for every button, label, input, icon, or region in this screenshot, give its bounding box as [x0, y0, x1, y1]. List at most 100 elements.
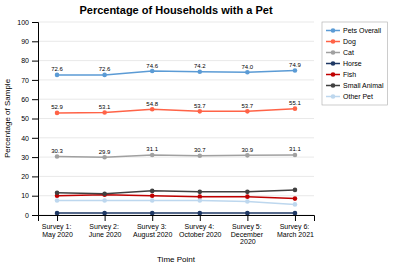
- grid-line: [38, 41, 314, 42]
- tick: 40: [21, 135, 38, 142]
- legend-marker: [331, 72, 336, 77]
- tick: Survey 2: June 2020: [89, 215, 122, 238]
- legend-marker: [331, 94, 336, 99]
- tick-label: 10: [21, 192, 29, 199]
- tick-label: 30: [21, 154, 29, 161]
- point: [150, 193, 155, 198]
- point: [245, 211, 250, 215]
- series: [55, 211, 298, 215]
- series-line: [57, 190, 295, 194]
- tick: 10: [21, 192, 38, 199]
- point: [293, 202, 298, 207]
- point: [102, 211, 107, 215]
- tick-label: Survey 3: August 2020: [133, 223, 172, 239]
- grid-line: [38, 118, 314, 119]
- tick-mark: [32, 196, 38, 197]
- grid-line: [38, 79, 314, 80]
- data-label: 74.2: [194, 63, 206, 69]
- point: [55, 211, 60, 215]
- tick: 0: [25, 212, 38, 219]
- data-label: 31.1: [146, 146, 158, 152]
- series: [55, 188, 298, 196]
- data-label: 53.7: [194, 103, 206, 109]
- tick: 30: [21, 154, 38, 161]
- tick-label-line: October 2020: [179, 231, 222, 238]
- series: [55, 153, 298, 160]
- tick-label: Survey 4: October 2020: [179, 223, 222, 238]
- series-group: [55, 68, 298, 215]
- tick: Survey 3: August 2020: [133, 215, 172, 239]
- point: [55, 198, 60, 203]
- data-label: 55.1: [289, 100, 301, 106]
- tick-label: Survey 6: March 2021: [277, 223, 314, 238]
- point: [293, 106, 298, 111]
- legend-label: Fish: [343, 71, 356, 78]
- legend-item: Small Animal: [326, 82, 384, 89]
- grid-line: [38, 22, 314, 23]
- point: [197, 190, 202, 195]
- point: [102, 110, 107, 115]
- data-label: 74.9: [289, 62, 301, 68]
- grid-line: [38, 99, 314, 100]
- point: [150, 107, 155, 112]
- tick-label: 100: [17, 19, 29, 26]
- data-label: 31.1: [289, 146, 301, 152]
- point: [55, 73, 60, 78]
- tick-label-line: August 2020: [133, 231, 172, 239]
- tick-label-line: 2020: [240, 238, 256, 245]
- legend-frame: [322, 22, 387, 105]
- data-label: 72.6: [99, 66, 111, 72]
- x-axis: Survey 1: May 2020 Survey 2: June 2020 Sur…: [39, 215, 315, 245]
- legend-marker: [331, 61, 336, 66]
- tick-mark: [32, 99, 38, 100]
- point: [293, 153, 298, 158]
- point: [102, 198, 107, 203]
- data-label: 30.9: [242, 147, 254, 153]
- legend-item: Pets Overall: [326, 27, 382, 34]
- point: [197, 153, 202, 158]
- series-line: [57, 201, 295, 205]
- tick-label: 60: [21, 96, 29, 103]
- tick-mark: [32, 157, 38, 158]
- data-label: 29.9: [99, 149, 111, 155]
- tick-mark: [57, 215, 58, 221]
- tick: Survey 5: December 2020: [231, 215, 265, 245]
- legend-label: Cat: [343, 49, 354, 56]
- tick: 100: [17, 19, 38, 26]
- data-label: 54.8: [146, 101, 158, 107]
- point: [55, 191, 60, 196]
- point: [293, 188, 298, 193]
- point: [293, 211, 298, 215]
- point: [197, 69, 202, 74]
- grid-line: [38, 176, 314, 177]
- axis-line: [39, 216, 315, 222]
- tick-mark: [295, 215, 296, 221]
- tick-mark: [105, 215, 106, 221]
- point: [55, 111, 60, 116]
- tick-mark: [32, 215, 38, 216]
- legend-label: Horse: [343, 60, 362, 67]
- point: [197, 109, 202, 114]
- tick-label: Survey 1: May 2020: [42, 223, 74, 239]
- tick-label: 70: [21, 77, 29, 84]
- point: [150, 153, 155, 158]
- chart: 0102030405060708090100Survey 1: May 2020…: [0, 0, 400, 267]
- data-label: 30.3: [51, 148, 63, 154]
- series: [55, 198, 298, 206]
- series-line: [57, 155, 295, 157]
- point: [245, 109, 250, 114]
- point: [293, 196, 298, 201]
- tick-mark: [32, 80, 38, 81]
- data-label: 52.9: [51, 104, 63, 110]
- tick: Survey 6: March 2021: [277, 215, 314, 238]
- tick-label: 20: [21, 173, 29, 180]
- grid-line: [38, 60, 314, 61]
- tick: 60: [21, 96, 38, 103]
- legend-label: Other Pet: [343, 93, 373, 100]
- tick-label-line: March 2021: [277, 231, 314, 238]
- series-line: [57, 212, 295, 214]
- y-axis: 0102030405060708090100: [17, 19, 38, 219]
- legend-marker: [331, 28, 336, 33]
- legend-item: Horse: [326, 60, 362, 67]
- tick: 20: [21, 173, 38, 180]
